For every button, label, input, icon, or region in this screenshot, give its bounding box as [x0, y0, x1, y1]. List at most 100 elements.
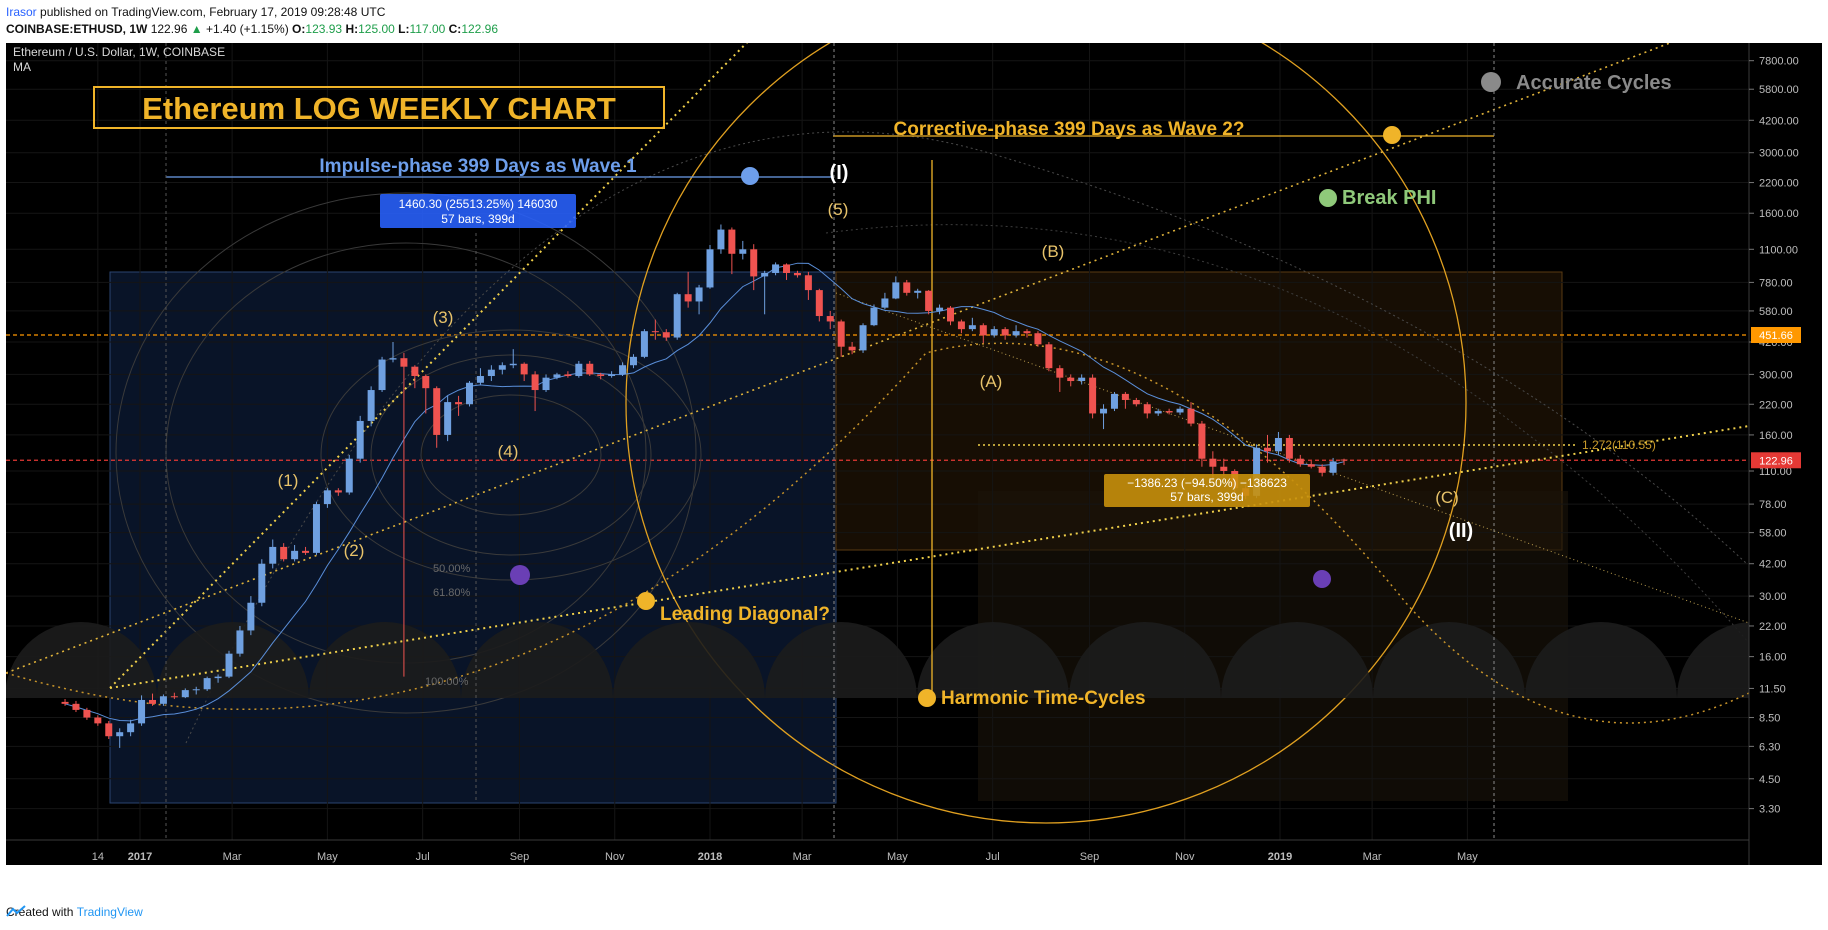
chart-title: Ethereum LOG WEEKLY CHART — [142, 91, 616, 126]
background-layer — [109, 271, 1568, 804]
leading-diagonal-dot — [637, 592, 655, 610]
candle-body — [476, 376, 484, 383]
candle-body — [105, 723, 113, 737]
candle-body — [957, 321, 965, 330]
fib-ellipse — [320, 329, 702, 581]
author-link[interactable]: Irasor — [6, 5, 37, 19]
candle-body — [433, 388, 441, 435]
accurate-cycles-label: Accurate Cycles — [1516, 72, 1672, 94]
candle-body — [378, 359, 386, 391]
open-label: O: — [292, 22, 306, 36]
candle-body — [542, 377, 550, 391]
candle-body — [575, 363, 583, 377]
price-tick-label: 7800.00 — [1759, 56, 1799, 68]
annotation-layer: Ethereum / U.S. Dollar, 1W, COINBASE MA … — [13, 45, 1672, 709]
publisher-line: Irasor published on TradingView.com, Feb… — [6, 5, 385, 19]
candle-body — [892, 282, 900, 299]
harmonic-cycle-bump — [765, 622, 917, 698]
candle-body — [706, 249, 714, 288]
candle-body — [455, 402, 463, 405]
candle-body — [990, 329, 998, 336]
candle-body — [170, 696, 178, 698]
candle-body — [1001, 329, 1009, 336]
candle-body — [914, 290, 922, 293]
tradingview-link[interactable]: TradingView — [76, 905, 143, 919]
corrective-dot — [1383, 126, 1401, 144]
time-tick-label: May — [887, 851, 908, 863]
measure-down-line1: −1386.23 (−94.50%) −138623 — [1127, 476, 1287, 490]
candle-body — [772, 264, 780, 273]
candle-body — [815, 290, 823, 317]
candle-body — [608, 374, 616, 377]
price-tick-label: 110.00 — [1759, 466, 1792, 478]
purple-marker-right — [1313, 570, 1331, 588]
harmonic-cycle-bump — [157, 622, 309, 698]
wave-3-label: (3) — [433, 308, 454, 327]
candle-body — [925, 290, 933, 311]
wave-1-label: (1) — [278, 471, 299, 490]
wave-II-label: (II) — [1449, 520, 1473, 542]
candle-body — [793, 272, 801, 276]
time-tick-label: Mar — [1363, 851, 1382, 863]
price-tick-label: 22.00 — [1759, 621, 1787, 633]
candle-body — [651, 331, 659, 333]
trendline-steep — [109, 43, 748, 689]
phi-circle — [625, 43, 1467, 824]
candle-body — [225, 653, 233, 677]
price-line-label: 122.96 — [1759, 455, 1793, 467]
price-tick-label: 160.00 — [1759, 430, 1793, 442]
candle-body — [487, 369, 495, 377]
measure-up-line2: 57 bars, 399d — [441, 212, 514, 226]
price-chart[interactable]: Ethereum / U.S. Dollar, 1W, COINBASE MA … — [6, 43, 1822, 865]
candle-body — [269, 546, 277, 564]
candle-body — [1176, 408, 1184, 413]
harmonic-cycle-bump — [1069, 622, 1221, 698]
open-value: 123.93 — [305, 22, 343, 36]
candle-body — [214, 676, 222, 679]
candle-body — [717, 229, 725, 250]
measure-down-box — [1104, 474, 1310, 507]
candle-body — [619, 365, 627, 375]
wave-C-label: (C) — [1435, 488, 1459, 507]
candle-body — [1329, 461, 1337, 473]
impulse-zone — [109, 271, 837, 804]
change-up-icon: ▲ — [190, 22, 203, 36]
candle-body — [1187, 408, 1195, 424]
impulse-label: Impulse-phase 399 Days as Wave 1 — [319, 156, 637, 177]
candle-body — [334, 490, 342, 493]
high-label: H: — [345, 22, 359, 36]
candle-body — [258, 563, 266, 603]
candle-body — [1274, 437, 1282, 452]
candle-body — [1318, 466, 1326, 473]
candles-layer — [61, 224, 1348, 748]
candle-body — [1307, 464, 1315, 467]
leading-diagonal-label: Leading Diagonal? — [660, 604, 830, 625]
price-line-label: 451.66 — [1759, 330, 1793, 342]
candle-body — [1165, 411, 1173, 413]
time-tick-label: Jul — [986, 851, 1000, 863]
candle-body — [323, 490, 331, 505]
candle-body — [159, 696, 167, 704]
time-tick-label: 14 — [92, 851, 104, 863]
candle-body — [280, 546, 288, 560]
time-tick-label: May — [317, 851, 338, 863]
fib-100-label: 100.00% — [425, 676, 469, 688]
price-tick-label: 3.30 — [1759, 804, 1780, 816]
candle-body — [531, 374, 539, 391]
candle-body — [345, 458, 353, 493]
cycle-arc-top — [185, 131, 1747, 744]
chart-area[interactable]: Ethereum / U.S. Dollar, 1W, COINBASE MA … — [6, 43, 1822, 865]
corrective-label: Corrective-phase 399 Days as Wave 2? — [894, 119, 1245, 140]
candle-body — [804, 275, 812, 291]
legend-title: Ethereum / U.S. Dollar, 1W, COINBASE — [13, 45, 225, 59]
candle-body — [695, 287, 703, 302]
candle-body — [127, 723, 135, 733]
candle-body — [946, 307, 954, 322]
price-tick-label: 16.00 — [1759, 652, 1787, 664]
wave-I-label: (I) — [830, 162, 849, 184]
fib-ellipse — [370, 354, 652, 556]
price-tick-label: 780.00 — [1759, 277, 1793, 289]
candle-body — [826, 316, 834, 322]
candle-body — [83, 709, 91, 718]
price-change: +1.40 (+1.15%) — [205, 22, 289, 36]
